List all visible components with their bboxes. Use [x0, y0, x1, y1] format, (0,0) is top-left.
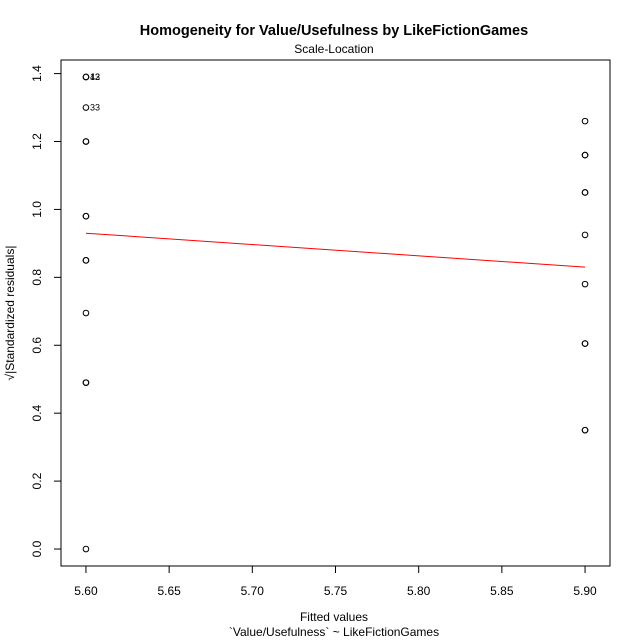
x-axis-sublabel: `Value/Usefulness` ~ LikeFictionGames [229, 625, 439, 639]
x-tick-label: 5.85 [490, 584, 514, 598]
point-label: 33 [90, 103, 100, 113]
data-point [82, 138, 90, 145]
trend-line-group [85, 232, 586, 268]
data-point [82, 309, 90, 317]
x-tick-label: 5.75 [324, 584, 348, 598]
y-tick-label: 0.4 [30, 405, 44, 422]
data-point [82, 212, 90, 220]
data-point [82, 257, 90, 264]
x-axis-label: Fitted values [300, 610, 368, 624]
data-point [82, 545, 90, 553]
data-point [581, 280, 589, 288]
x-axis: 5.60 5.65 5.70 5.75 5.80 5.85 5.90 [74, 565, 597, 598]
data-point [581, 340, 589, 347]
x-tick-label: 5.60 [74, 584, 98, 598]
y-axis-label: √|Standardized residuals| [3, 246, 17, 381]
trend-line [85, 232, 586, 268]
data-point [581, 231, 589, 239]
data-point [581, 426, 589, 434]
y-axis: 0.0 0.2 0.4 0.6 0.8 1.0 1.2 1.4 [30, 65, 62, 557]
chart-subtitle: Scale-Location [294, 42, 373, 56]
data-point [581, 117, 589, 125]
point-label: 12 [90, 72, 100, 82]
x-tick-label: 5.80 [407, 584, 431, 598]
chart-title: Homogeneity for Value/Usefulness by Like… [140, 23, 528, 39]
data-point [82, 104, 90, 111]
y-tick-label: 0.8 [30, 269, 44, 286]
point-label: 43 [90, 72, 100, 82]
data-point [82, 73, 90, 81]
y-tick-label: 0.2 [30, 472, 44, 489]
data-points [82, 73, 589, 553]
data-point [581, 189, 589, 196]
y-tick-label: 0.0 [30, 540, 44, 557]
x-tick-label: 5.90 [573, 584, 597, 598]
y-tick-label: 1.2 [30, 133, 44, 150]
plot-frame [60, 59, 611, 567]
data-point [82, 379, 90, 386]
y-tick-label: 1.0 [30, 201, 44, 218]
x-tick-label: 5.65 [157, 584, 181, 598]
x-tick-label: 5.70 [241, 584, 265, 598]
data-point [581, 151, 589, 159]
y-tick-label: 1.4 [30, 65, 44, 82]
y-tick-label: 0.6 [30, 337, 44, 354]
